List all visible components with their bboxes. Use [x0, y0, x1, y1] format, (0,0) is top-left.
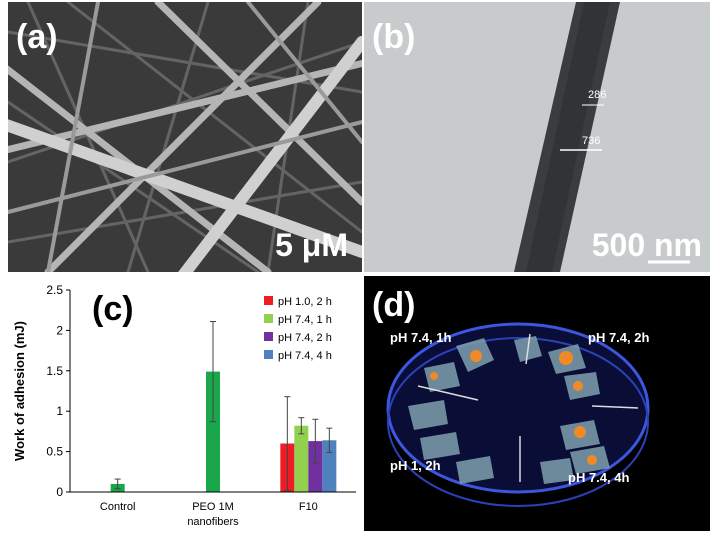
y-tick-label: 2: [56, 323, 63, 337]
annotation-ph74-1h: pH 7.4, 1h: [390, 330, 451, 345]
y-tick-label: 0.5: [46, 445, 63, 459]
y-axis: 0 0.5 1 1.5 2 2.5: [46, 283, 71, 499]
legend-swatch: [264, 296, 273, 305]
tem-fiber-image: 286 736 (b) 500 nm: [364, 2, 710, 272]
scale-bar-label: 5 μM: [275, 227, 348, 263]
annotation-ph74-4h: pH 7.4, 4h: [568, 470, 629, 485]
x-tick-label: Control: [100, 501, 135, 513]
legend-label: pH 7.4, 4 h: [278, 350, 332, 362]
y-axis-label: Work of adhesion (mJ): [12, 321, 27, 461]
panel-a-label: (a): [16, 18, 58, 56]
bar: [294, 425, 309, 492]
petri-dish-photo: (d) pH 7.4, 1h pH 7.4, 2h pH 1, 2h pH 7.…: [364, 276, 710, 531]
panel-b-tem-image: 286 736 (b) 500 nm: [364, 2, 710, 272]
legend-label: pH 7.4, 2 h: [278, 332, 332, 344]
legend-swatch: [264, 332, 273, 341]
legend-swatch: [264, 350, 273, 359]
x-axis: Control PEO 1M nanofibers F10: [70, 491, 356, 528]
panel-c-label: (c): [92, 290, 134, 328]
y-tick-label: 2.5: [46, 283, 63, 297]
sem-fibers-image: (a) 5 μM: [8, 2, 362, 272]
measure-large-label: 736: [582, 135, 600, 147]
y-tick-label: 0: [56, 485, 63, 499]
panel-d-photo: (d) pH 7.4, 1h pH 7.4, 2h pH 1, 2h pH 7.…: [364, 276, 710, 531]
legend-label: pH 7.4, 1 h: [278, 314, 332, 326]
annotation-ph1-2h: pH 1, 2h: [390, 458, 441, 473]
measure-small-label: 286: [588, 89, 606, 101]
legend-swatch: [264, 314, 273, 323]
panel-d-label: (d): [372, 286, 415, 324]
y-tick-label: 1: [56, 404, 63, 418]
panel-b-label: (b): [372, 18, 415, 56]
bar: [308, 441, 323, 492]
panel-c-chart: (c) 0 0.5 1 1.5 2 2.5 Control PEO 1M nanofibers…: [8, 276, 362, 531]
y-tick-label: 1.5: [46, 364, 63, 378]
legend-label: pH 1.0, 2 h: [278, 296, 332, 308]
x-tick-label: PEO 1M: [192, 501, 234, 513]
annotation-ph74-2h: pH 7.4, 2h: [588, 330, 649, 345]
scale-bar-label: 500 nm: [592, 227, 702, 263]
x-tick-label: nanofibers: [187, 516, 239, 528]
x-tick-label: F10: [299, 501, 318, 513]
bar: [206, 371, 220, 492]
work-of-adhesion-chart: (c) 0 0.5 1 1.5 2 2.5 Control PEO 1M nanofibers…: [12, 283, 356, 528]
legend: pH 1.0, 2 h pH 7.4, 1 h pH 7.4, 2 h pH 7.4,…: [264, 296, 332, 362]
bars: [110, 321, 337, 492]
panel-a-sem-image: (a) 5 μM: [8, 2, 362, 272]
bar: [322, 440, 337, 492]
